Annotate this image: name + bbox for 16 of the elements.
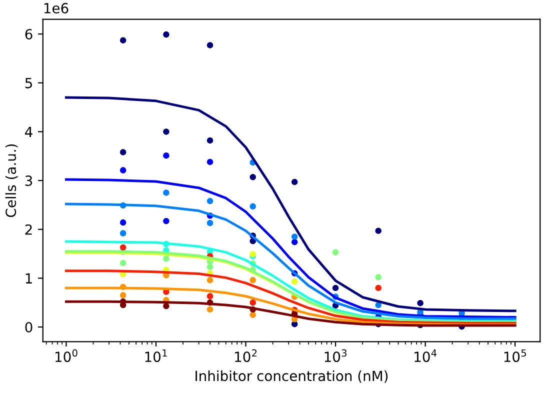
x-tick-label: 10$^{3}$ [324, 349, 347, 362]
y-tick-label: 2 [25, 224, 32, 235]
x-axis-title: Inhibitor concentration (nM) [196, 370, 388, 383]
y-tick-label: 1 [26, 273, 32, 284]
x-tick-label: 10$^{2}$ [235, 349, 257, 362]
y-tick-label: 3 [25, 175, 32, 186]
y-tick-label: 5 [25, 78, 32, 88]
x-tick-label: 10$^{4}$ [414, 349, 437, 362]
y-axis-title: Cells (a.u.) [5, 144, 18, 218]
y-tick-label: 6 [25, 28, 32, 40]
x-tick-label: 10$^{5}$ [504, 349, 526, 362]
text: 1e6 [44, 2, 68, 14]
y-tick-label: 4 [25, 126, 32, 137]
x-tick-label: 10$^{0}$ [56, 349, 78, 362]
y-tick-label: 0 [25, 322, 32, 332]
x-tick-label: 10$^{1}$ [145, 349, 167, 362]
